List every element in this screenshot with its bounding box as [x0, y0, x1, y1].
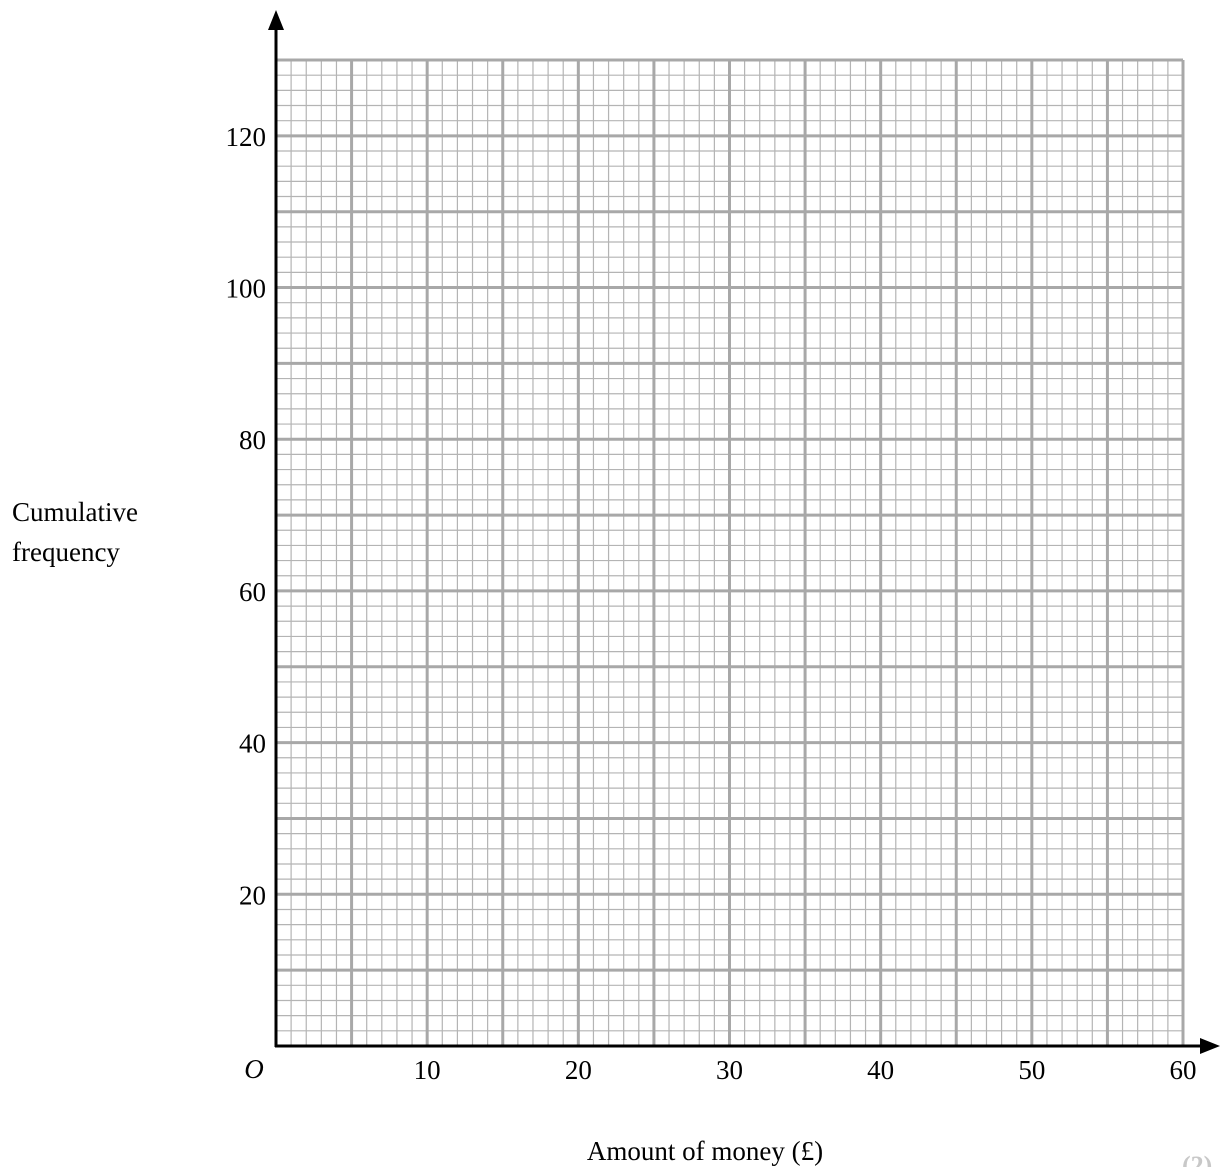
y-axis-title-line-1: Cumulative [12, 497, 138, 527]
y-tick-labels: 20 40 60 80 100 120 [226, 122, 267, 910]
x-axis-arrow-icon [1200, 1038, 1220, 1054]
y-tick-label: 100 [226, 274, 267, 304]
x-tick-label: 30 [716, 1055, 743, 1085]
y-axis-title-line-2: frequency [12, 537, 120, 567]
origin-label: O [244, 1054, 264, 1084]
x-tick-labels: 10 20 30 40 50 60 [414, 1055, 1197, 1085]
major-grid [276, 58, 1185, 1046]
y-tick-label: 120 [226, 122, 267, 152]
x-tick-label: 10 [414, 1055, 441, 1085]
x-tick-label: 60 [1170, 1055, 1197, 1085]
x-axis-title: Amount of money (£) [587, 1136, 823, 1166]
marks-label: (2) [1182, 1151, 1212, 1167]
y-tick-label: 40 [239, 729, 266, 759]
y-tick-label: 80 [239, 425, 266, 455]
x-tick-label: 40 [867, 1055, 894, 1085]
y-tick-label: 60 [239, 577, 266, 607]
x-tick-label: 20 [565, 1055, 592, 1085]
x-tick-label: 50 [1018, 1055, 1045, 1085]
y-axis-arrow-icon [268, 10, 284, 30]
axes [268, 10, 1220, 1054]
y-tick-label: 20 [239, 880, 266, 910]
